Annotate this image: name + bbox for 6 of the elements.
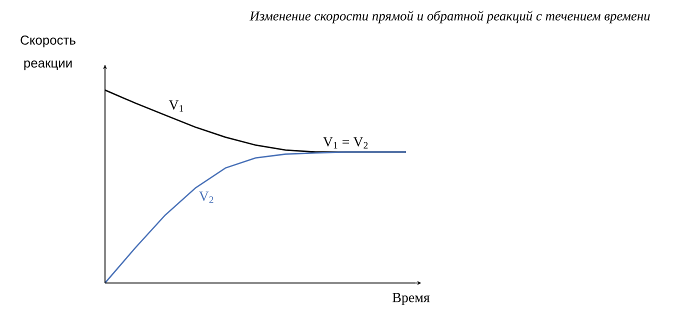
annotation: V$_{1}$ = V$_{2}$ [323,137,368,148]
y-axis-title: Скорость реакции [20,36,76,70]
x-axis-title: Время [392,292,430,306]
series-label: V$_{1}$ [168,100,184,112]
series-label: V$_{2}$ [198,192,214,203]
text: Изменение скорости прямой и обратной реакций с течением времени [250,10,650,24]
